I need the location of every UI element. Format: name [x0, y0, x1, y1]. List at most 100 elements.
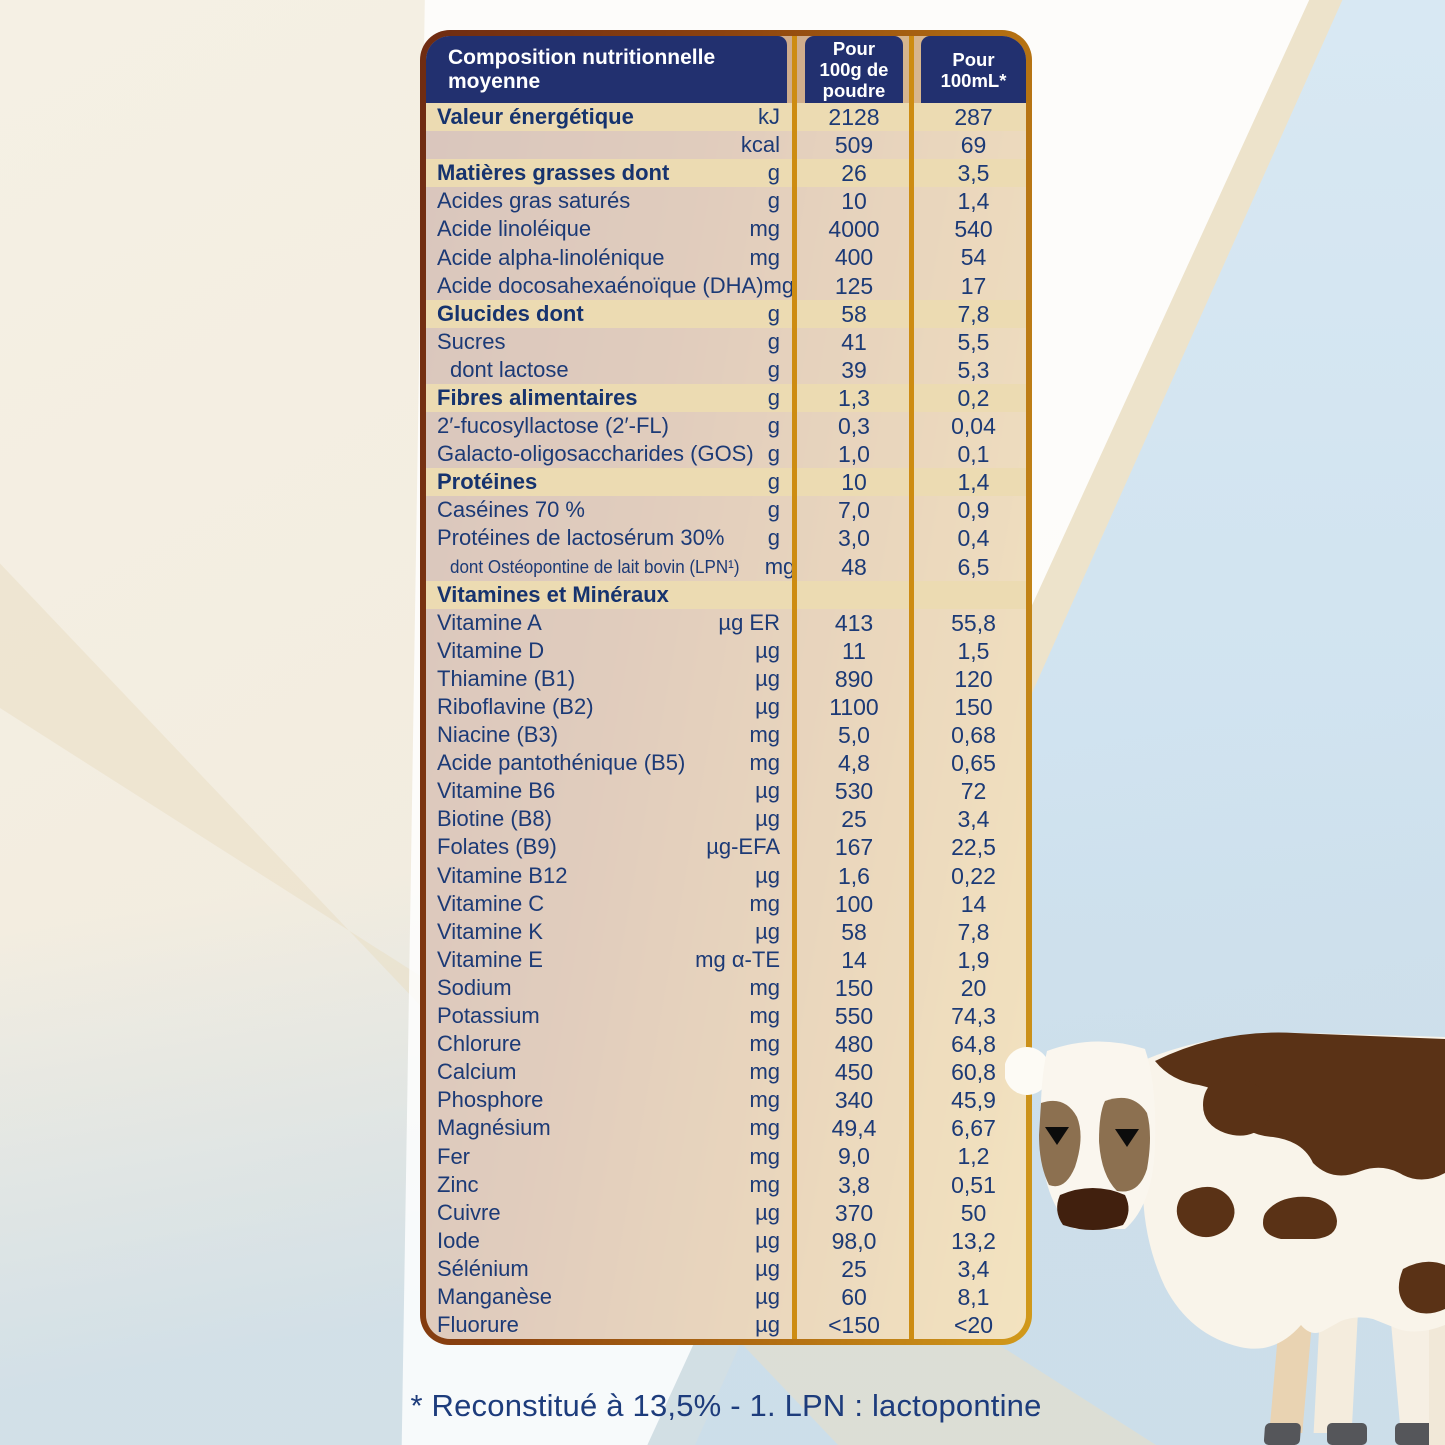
row-unit: g	[767, 497, 780, 523]
value-per-100ml	[921, 581, 1026, 609]
value-per-100g: 1,6	[838, 862, 870, 889]
row-unit: µg	[755, 1283, 780, 1309]
table-row: Valeur énergétique kJ 2128 287	[426, 103, 1026, 132]
table-row: 2′-fucosyllactose (2′-FL) g 0,3 0,04	[426, 412, 1026, 441]
row-label-cell: Vitamine B12 µg	[426, 862, 787, 890]
table-row: Vitamine D µg 11 1,5	[426, 636, 1026, 665]
header-per-100g: Pour 100g de poudre	[805, 36, 903, 103]
row-label-cell: Biotine (B8) µg	[426, 805, 787, 833]
value-per-100ml: 6,67	[951, 1115, 996, 1142]
value-per-100g: 41	[841, 328, 867, 355]
row-label-cell: Glucides dont g	[426, 300, 787, 328]
value-per-100ml: 14	[960, 890, 987, 917]
value-per-100ml: 3,5	[957, 160, 990, 187]
row-label-cell: Protéines g	[426, 468, 787, 496]
value-per-100g: 1,3	[838, 384, 870, 411]
value-per-100ml: 6,5	[957, 553, 990, 580]
table-row: Matières grasses dont g 26 3,5	[426, 159, 1026, 188]
value-per-100g: 60	[841, 1283, 867, 1310]
value-per-100g: 530	[834, 778, 874, 805]
row-unit: µg	[755, 862, 780, 888]
value-per-100ml: 1,2	[957, 1143, 990, 1170]
value-per-100ml: 74,3	[951, 1003, 996, 1029]
value-per-100ml: 7,8	[957, 300, 990, 327]
row-label: Vitamine D	[437, 637, 545, 663]
row-label-cell: Vitamine D µg	[426, 637, 787, 665]
value-per-100g: 1100	[829, 693, 879, 720]
row-label-cell: Galacto-oligosaccharides (GOS) g	[426, 440, 787, 468]
value-per-100g: 10	[841, 469, 867, 496]
value-per-100g: 150	[834, 974, 874, 1001]
row-label-cell: kcal	[426, 131, 787, 159]
value-per-100ml: 1,4	[957, 469, 990, 496]
table-row: Protéines de lactosérum 30% g 3,0 0,4	[426, 524, 1026, 553]
table-row: Sodium mg 150 20	[426, 973, 1026, 1002]
row-label: Cuivre	[437, 1199, 501, 1225]
value-per-100ml: 0,22	[951, 862, 996, 889]
row-label: Sodium	[437, 974, 512, 1000]
row-label-cell: Zinc mg	[426, 1171, 787, 1199]
value-per-100ml: 0,2	[957, 384, 990, 411]
header-per-100ml: Pour 100mL*	[921, 36, 1026, 103]
value-per-100g: <150	[828, 1312, 880, 1339]
row-label: dont lactose	[450, 356, 569, 382]
row-unit: kcal	[740, 132, 780, 158]
row-label: Sucres	[437, 328, 506, 354]
value-per-100g: 509	[834, 132, 874, 159]
table-header-row: Composition nutritionnelle moyenne Pour …	[426, 36, 1026, 103]
table-row: Sélénium µg 25 3,4	[426, 1254, 1026, 1283]
nutrition-table-card: Composition nutritionnelle moyenne Pour …	[420, 30, 1032, 1345]
row-label: Zinc	[437, 1171, 479, 1197]
row-label-cell: Acide docosahexaénoïque (DHA) mg	[426, 272, 794, 300]
value-per-100ml: 8,1	[957, 1283, 990, 1310]
row-unit: mg	[749, 1003, 780, 1029]
table-row: Riboflavine (B2) µg 1100 150	[426, 692, 1026, 722]
row-unit: g	[767, 188, 780, 214]
table-row: Acide pantothénique (B5) mg 4,8 0,65	[426, 749, 1026, 778]
row-unit: g	[767, 413, 780, 439]
row-label: Phosphore	[437, 1087, 544, 1113]
row-label-cell: Sodium mg	[426, 974, 787, 1002]
row-label-cell: Thiamine (B1) µg	[426, 665, 787, 693]
value-per-100g: 413	[834, 609, 874, 636]
table-row: dont Ostéopontine de lait bovin (LPN¹) m…	[426, 552, 1026, 581]
table-row: Vitamine K µg 58 7,8	[426, 917, 1026, 946]
row-unit: g	[767, 300, 780, 326]
row-unit: g	[767, 441, 780, 467]
row-unit: µg	[755, 665, 780, 691]
row-unit: µg	[755, 637, 780, 663]
value-per-100ml: 3,4	[957, 806, 990, 833]
table-row: Sucres g 41 5,5	[426, 327, 1026, 356]
table-row: Iode µg 98,0 13,2	[426, 1226, 1026, 1255]
value-per-100ml: 120	[954, 665, 993, 692]
row-label: Folates (B9)	[437, 834, 557, 860]
table-row: Caséines 70 % g 7,0 0,9	[426, 496, 1026, 525]
value-per-100g: 26	[841, 160, 867, 187]
value-per-100g: 9,0	[838, 1143, 870, 1170]
table-row: Zinc mg 3,8 0,51	[426, 1170, 1026, 1199]
row-unit: mg	[749, 750, 780, 776]
value-per-100ml: <20	[953, 1312, 993, 1339]
row-label-cell: Fibres alimentaires g	[426, 384, 787, 412]
row-label-cell: dont lactose g	[426, 356, 787, 384]
value-per-100ml: 60,8	[951, 1059, 996, 1086]
row-label-cell: Chlorure mg	[426, 1030, 787, 1058]
value-per-100g: 450	[834, 1059, 874, 1086]
row-unit: g	[767, 384, 780, 410]
row-label: Potassium	[437, 1003, 540, 1029]
row-label: 2′-fucosyllactose (2′-FL)	[437, 413, 669, 439]
row-label-cell: Folates (B9) µg-EFA	[426, 833, 787, 861]
value-per-100ml: 0,51	[951, 1171, 996, 1198]
table-body: Valeur énergétique kJ 2128 287 kcal 509 …	[426, 103, 1026, 1339]
row-label: Acides gras saturés	[437, 188, 631, 214]
table-row: Cuivre µg 370 50	[426, 1198, 1026, 1227]
value-per-100g: 4000	[828, 216, 880, 243]
row-label-cell: Manganèse µg	[426, 1283, 787, 1311]
value-per-100ml: 1,4	[957, 188, 990, 215]
row-label-cell: Potassium mg	[426, 1002, 787, 1030]
value-per-100ml: 0,4	[957, 525, 990, 552]
value-per-100ml: 5,5	[957, 328, 990, 355]
row-label-cell: Cuivre µg	[426, 1199, 787, 1227]
row-unit: g	[767, 469, 780, 495]
value-per-100g: 0,3	[838, 413, 870, 440]
